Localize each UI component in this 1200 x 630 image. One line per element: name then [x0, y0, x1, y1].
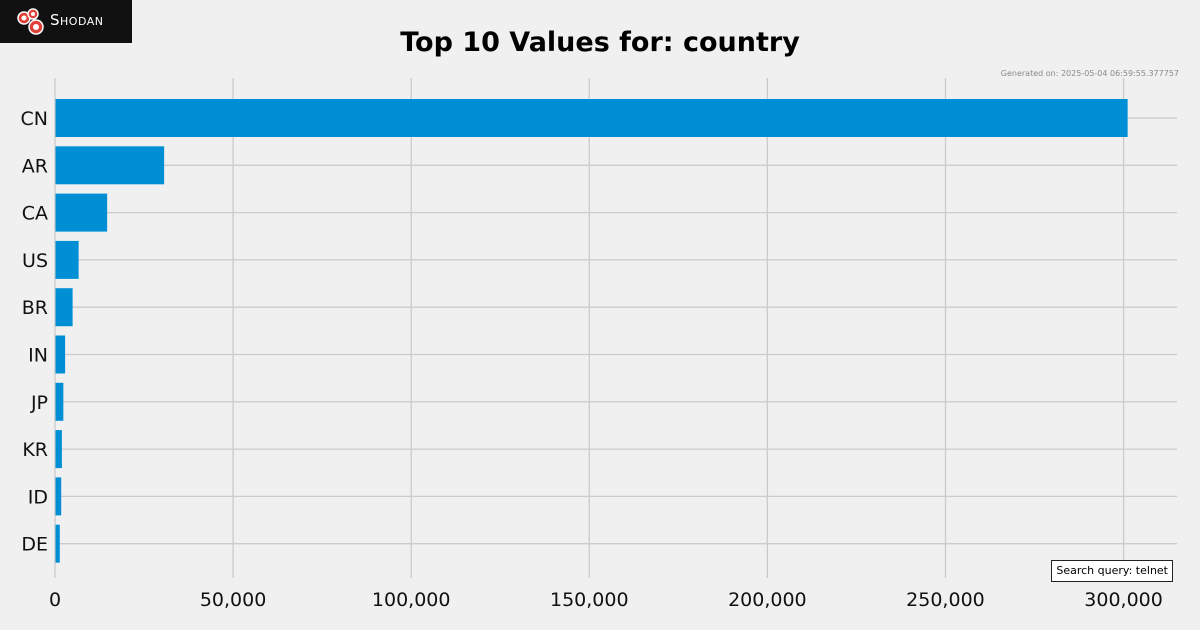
bar-kr: [55, 430, 62, 469]
bar-br: [55, 288, 73, 327]
shodan-logo[interactable]: Shodan: [0, 0, 132, 43]
chart-title: Top 10 Values for: country: [400, 27, 800, 58]
x-tick-label: 50,000: [200, 589, 266, 611]
y-tick-label: BR: [22, 297, 48, 319]
bar-ca: [55, 193, 108, 232]
y-tick-label: KR: [22, 439, 48, 461]
shodan-logo-icon: [17, 8, 44, 35]
y-tick-label: CN: [21, 108, 48, 130]
y-tick-labels: CN AR CA US BR IN JP KR ID DE: [21, 108, 48, 556]
generated-timestamp: Generated on: 2025-05-04 06:59:55.377757: [1000, 69, 1179, 78]
bar-us: [55, 240, 79, 279]
bar-de: [55, 524, 60, 563]
y-tick-label: IN: [28, 345, 48, 367]
bar-jp: [55, 382, 64, 421]
y-tick-label: DE: [21, 534, 48, 556]
bar-ar: [55, 146, 165, 185]
x-tick-label: 250,000: [906, 589, 985, 611]
bar-in: [55, 335, 66, 374]
x-tick-label: 150,000: [550, 589, 629, 611]
brand-name: Shodan: [50, 11, 104, 29]
grid-layer: [54, 78, 1177, 578]
x-tick-labels: 0 50,000 100,000 150,000 200,000 250,000 300,0…: [49, 589, 1163, 611]
y-tick-label: US: [22, 250, 48, 272]
x-tick-label: 0: [49, 589, 61, 611]
x-tick-label: 100,000: [372, 589, 451, 611]
y-tick-label: JP: [30, 392, 48, 414]
y-tick-label: CA: [22, 203, 48, 225]
bar-layer: [55, 99, 1128, 563]
x-tick-label: 300,000: [1084, 589, 1163, 611]
x-tick-label: 200,000: [728, 589, 807, 611]
y-tick-label: ID: [28, 486, 48, 508]
bar-cn: [55, 99, 1128, 137]
bar-id: [55, 477, 62, 516]
search-query-box: Search query: telnet: [1051, 560, 1173, 582]
y-tick-label: AR: [22, 155, 48, 177]
